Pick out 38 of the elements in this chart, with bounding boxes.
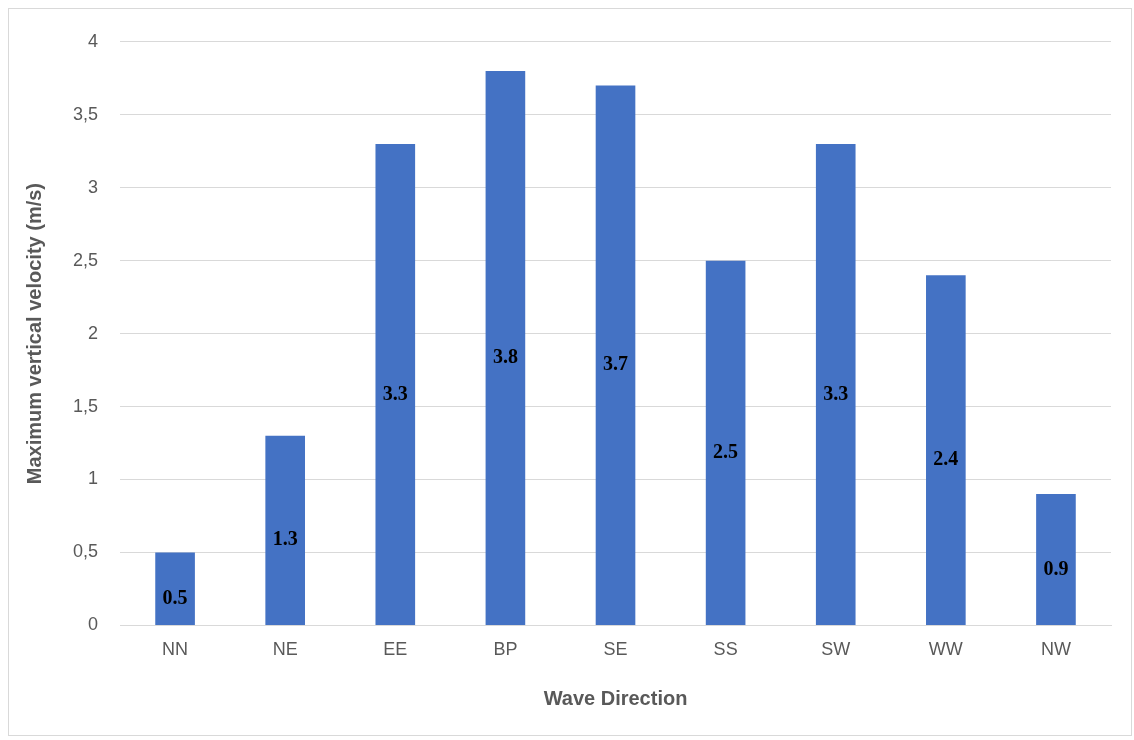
bar <box>926 275 966 625</box>
data-label: 3.7 <box>603 352 629 375</box>
data-label: 3.8 <box>492 345 518 368</box>
bar <box>485 70 526 625</box>
bar <box>815 143 856 625</box>
y-tick-label: 0 <box>88 614 99 635</box>
data-label: 2.5 <box>713 439 739 462</box>
y-tick-label: 1 <box>88 468 99 489</box>
y-tick-label: 1,5 <box>72 395 99 416</box>
data-label: 3.3 <box>823 381 849 404</box>
x-tick-label: EE <box>383 639 408 660</box>
bar <box>595 85 636 625</box>
y-tick-label: 2,5 <box>72 249 99 270</box>
x-tick-label: NW <box>1040 639 1071 660</box>
x-tick-label: NE <box>272 639 298 660</box>
y-tick-label: 3 <box>88 176 99 197</box>
y-tick-label: 3,5 <box>72 103 99 124</box>
bar <box>155 552 195 625</box>
data-label: 2.4 <box>933 447 959 470</box>
x-tick-label: BP <box>493 639 518 660</box>
x-tick-label: SS <box>713 639 738 660</box>
x-tick-label: NN <box>162 639 189 660</box>
data-label: 0.9 <box>1043 556 1069 579</box>
x-axis-title: Wave Direction <box>543 686 688 709</box>
bar <box>1036 494 1076 625</box>
bar <box>375 143 416 625</box>
y-tick-label: 2 <box>88 322 99 343</box>
data-label: 3.3 <box>382 381 408 404</box>
x-tick-label: SW <box>821 639 851 660</box>
x-tick-label: SE <box>603 639 628 660</box>
data-label: 0.5 <box>162 585 188 608</box>
x-tick-label: WW <box>928 639 963 660</box>
y-axis-title: Maximum vertical velocity (m/s) <box>22 182 45 485</box>
bar <box>705 260 746 625</box>
y-tick-label: 0,5 <box>72 541 99 562</box>
y-tick-label: 4 <box>88 30 99 51</box>
bar <box>265 435 306 625</box>
data-label: 1.3 <box>272 527 298 550</box>
